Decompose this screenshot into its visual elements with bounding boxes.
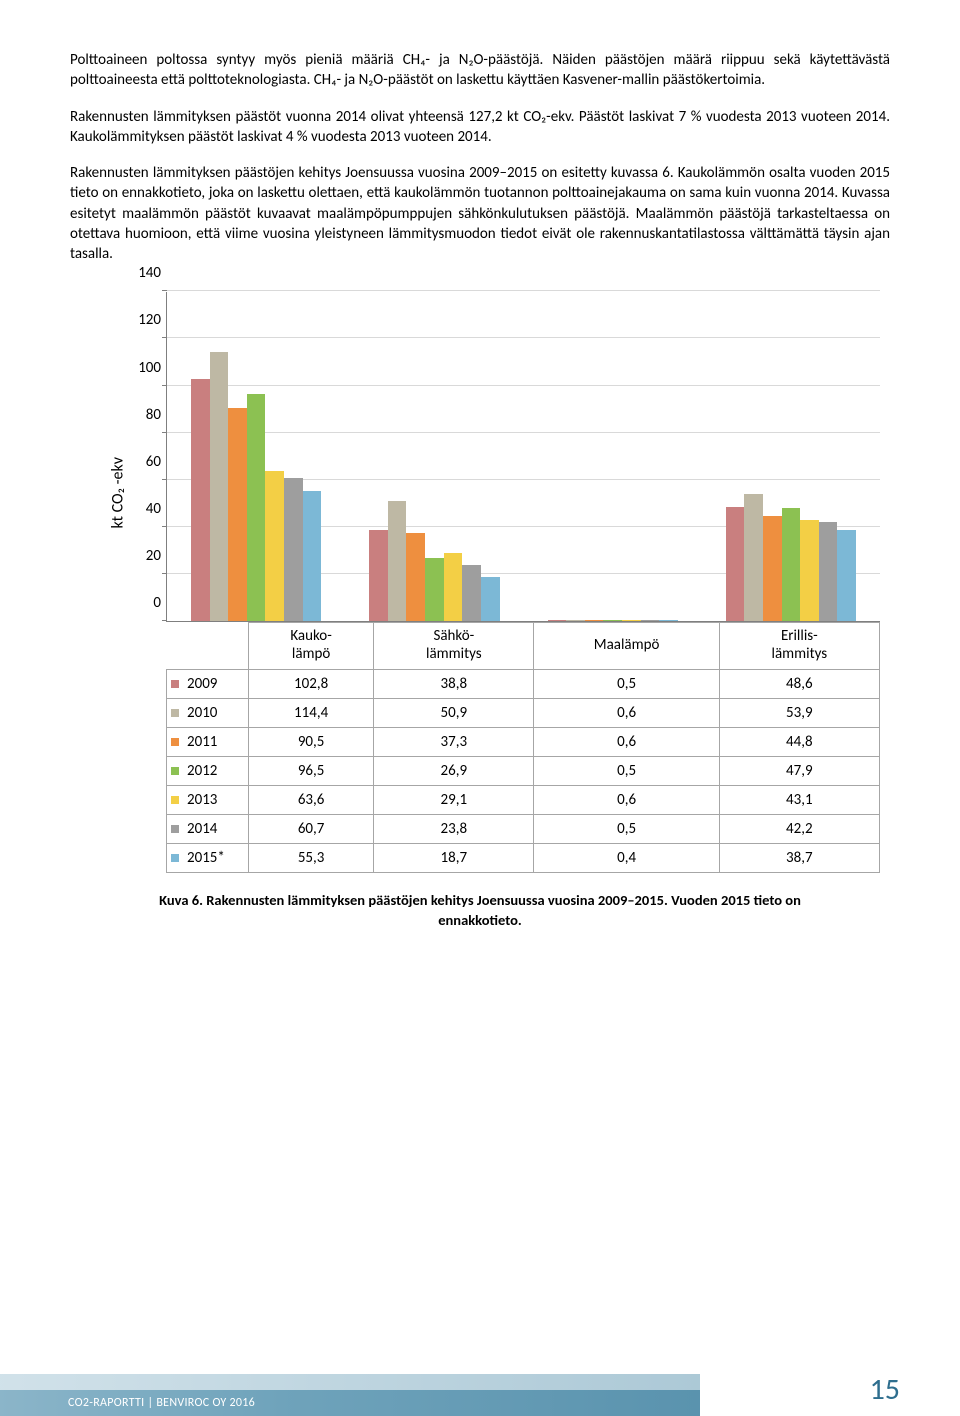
column-header: Kauko-lämpö (249, 623, 374, 670)
row-header: 2012 (167, 757, 249, 786)
data-cell: 53,9 (719, 699, 879, 728)
column-header: Sähkö-lämmitys (374, 623, 534, 670)
legend-swatch (171, 825, 179, 833)
data-cell: 60,7 (249, 815, 374, 844)
data-cell: 0,6 (534, 728, 719, 757)
legend-swatch (171, 767, 179, 775)
bar (303, 491, 322, 621)
y-tick-label: 80 (123, 406, 161, 424)
bar (369, 530, 388, 621)
bar (265, 471, 284, 621)
bar (406, 533, 425, 621)
bar (800, 520, 819, 622)
paragraph-1: Polttoaineen poltossa syntyy myös pieniä… (70, 50, 890, 91)
bar (603, 620, 622, 621)
legend-swatch (171, 854, 179, 862)
legend-swatch (171, 796, 179, 804)
y-tick-label: 20 (123, 547, 161, 565)
data-cell: 55,3 (249, 844, 374, 873)
data-cell: 48,6 (719, 670, 879, 699)
column-header: Erillis-lämmitys (719, 623, 879, 670)
footer-text: CO2-RAPORTTI | BENVIROC OY 2016 (68, 1396, 255, 1410)
data-cell: 29,1 (374, 786, 534, 815)
data-cell: 43,1 (719, 786, 879, 815)
bar (763, 516, 782, 622)
legend-swatch (171, 709, 179, 717)
emissions-chart: kt CO₂ -ekv 020406080100120140 Kauko-läm… (120, 292, 880, 873)
bar (726, 507, 745, 622)
y-tick-label: 40 (123, 500, 161, 518)
bar (837, 530, 856, 621)
data-cell: 0,5 (534, 815, 719, 844)
data-cell: 0,5 (534, 757, 719, 786)
chart-data-table: Kauko-lämpöSähkö-lämmitysMaalämpöErillis… (166, 622, 880, 873)
bar (659, 620, 678, 621)
row-header: 2010 (167, 699, 249, 728)
data-cell: 26,9 (374, 757, 534, 786)
page-number: 15 (870, 1371, 900, 1408)
data-cell: 0,4 (534, 844, 719, 873)
data-cell: 102,8 (249, 670, 374, 699)
row-header: 2009 (167, 670, 249, 699)
row-header: 2011 (167, 728, 249, 757)
data-cell: 0,6 (534, 786, 719, 815)
data-cell: 90,5 (249, 728, 374, 757)
bar (284, 478, 303, 621)
bar (210, 352, 229, 622)
row-header: 2013 (167, 786, 249, 815)
row-header: 2014 (167, 815, 249, 844)
data-cell: 63,6 (249, 786, 374, 815)
y-tick-label: 140 (123, 264, 161, 282)
data-cell: 50,9 (374, 699, 534, 728)
data-cell: 37,3 (374, 728, 534, 757)
data-cell: 96,5 (249, 757, 374, 786)
bar (585, 620, 604, 621)
bar (744, 494, 763, 621)
bar (622, 620, 641, 621)
y-tick-label: 120 (123, 311, 161, 329)
legend-swatch (171, 738, 179, 746)
row-header: 2015* (167, 844, 249, 873)
bar (566, 620, 585, 621)
column-header: Maalämpö (534, 623, 719, 670)
data-cell: 38,7 (719, 844, 879, 873)
bar (481, 577, 500, 621)
bar (548, 620, 567, 621)
bar (228, 408, 247, 621)
bar (444, 553, 463, 622)
bar (388, 501, 407, 621)
data-cell: 114,4 (249, 699, 374, 728)
data-cell: 44,8 (719, 728, 879, 757)
paragraph-3: Rakennusten lämmityksen päästöjen kehity… (70, 163, 890, 264)
bar (641, 620, 660, 621)
bar (782, 508, 801, 621)
y-tick-label: 60 (123, 453, 161, 471)
bar (819, 522, 838, 621)
data-cell: 47,9 (719, 757, 879, 786)
y-tick-label: 100 (123, 359, 161, 377)
bar (425, 558, 444, 621)
data-cell: 0,5 (534, 670, 719, 699)
data-cell: 23,8 (374, 815, 534, 844)
bar (247, 394, 266, 621)
data-cell: 42,2 (719, 815, 879, 844)
paragraph-2: Rakennusten lämmityksen päästöt vuonna 2… (70, 107, 890, 148)
data-cell: 38,8 (374, 670, 534, 699)
y-tick-label: 0 (123, 594, 161, 612)
page-footer: CO2-RAPORTTI | BENVIROC OY 2016 15 (0, 1360, 960, 1416)
legend-swatch (171, 680, 179, 688)
bar (462, 565, 481, 621)
data-cell: 0,6 (534, 699, 719, 728)
data-cell: 18,7 (374, 844, 534, 873)
bar (191, 379, 210, 621)
figure-caption: Kuva 6. Rakennusten lämmityksen päästöje… (110, 891, 850, 930)
